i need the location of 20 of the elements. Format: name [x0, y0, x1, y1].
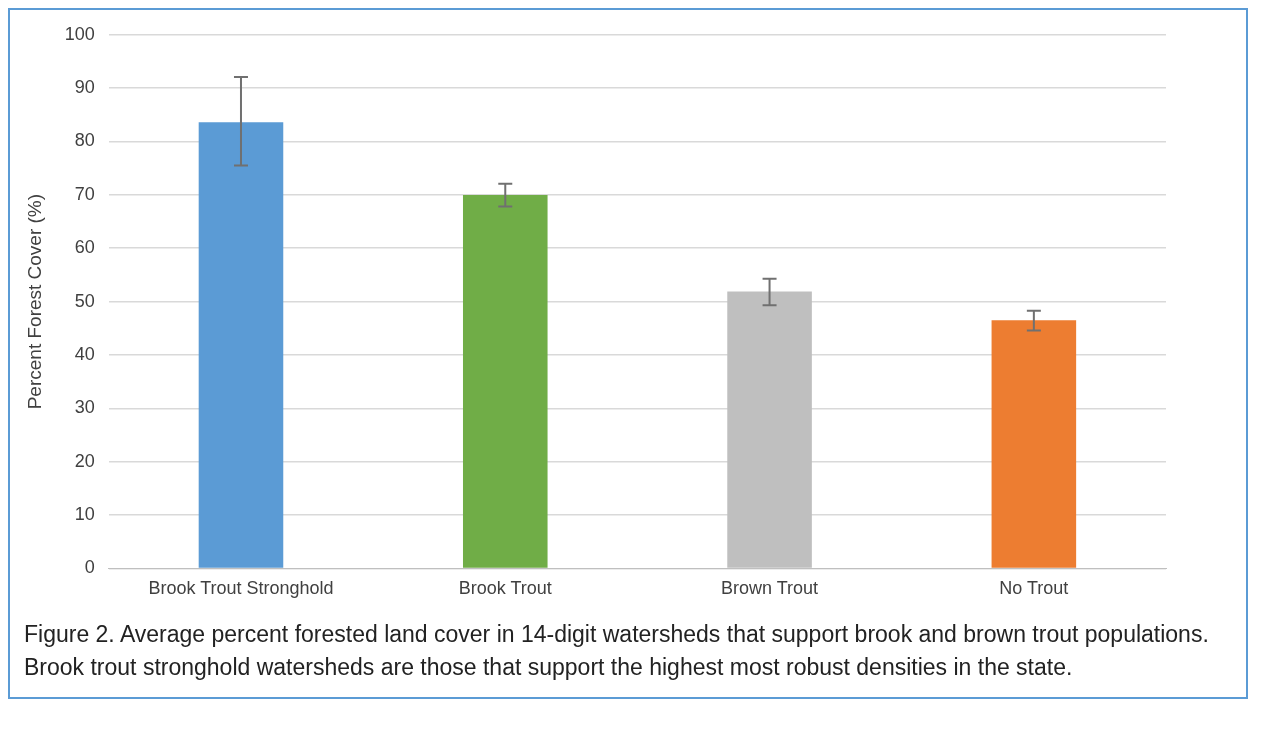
x-tick-label: No Trout	[999, 578, 1069, 599]
bar	[462, 194, 548, 568]
y-tick-label: 0	[84, 557, 95, 578]
y-axis-title: Percent Forest Cover (%)	[23, 193, 45, 410]
y-tick-label: 100	[64, 23, 95, 44]
y-tick-label: 60	[74, 237, 95, 258]
y-tick-label: 80	[74, 130, 95, 151]
y-tick-label: 50	[74, 290, 95, 311]
y-tick-label: 70	[74, 183, 95, 204]
y-tick-label: 10	[74, 504, 95, 525]
bar	[198, 122, 284, 568]
x-tick-label: Brown Trout	[721, 578, 819, 599]
bar	[991, 320, 1077, 568]
caption: Figure 2. Average percent forested land cover in 14-digit watersheds that support brook and brown trout populations. Brook trout stronghold watersheds are those that support the highest most robust densities in the state.	[23, 620, 1210, 683]
x-tick-label: Brook Trout Stronghold	[148, 578, 334, 599]
y-tick-label: 30	[74, 397, 95, 418]
y-tick-label: 90	[74, 77, 95, 98]
x-tick-label: Brook Trout	[458, 578, 552, 599]
y-tick-label: 40	[74, 343, 95, 364]
y-tick-label: 20	[74, 450, 95, 471]
